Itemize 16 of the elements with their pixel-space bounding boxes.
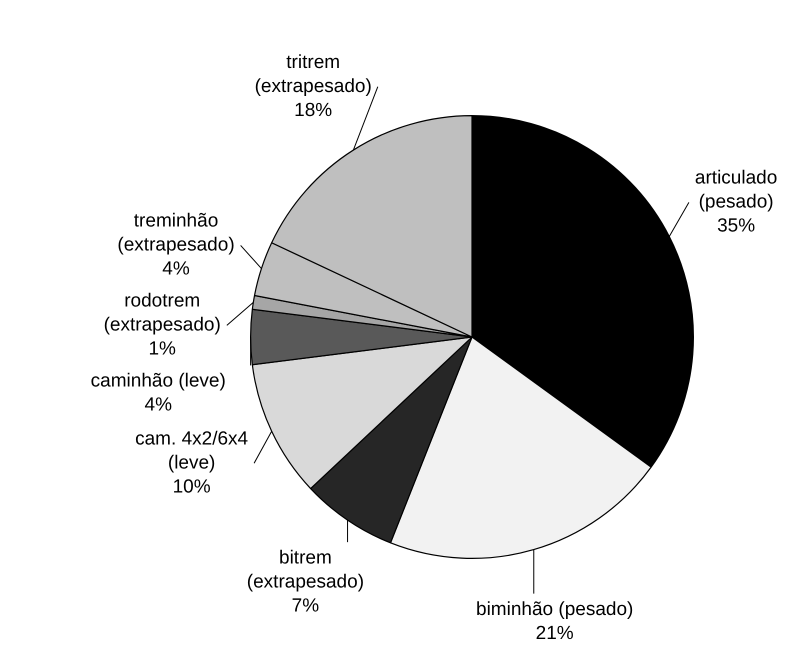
data-label: 18%	[294, 100, 332, 121]
data-label: 10%	[172, 476, 211, 498]
data-label: 21%	[536, 622, 574, 644]
data-label: 1%	[148, 338, 176, 360]
data-label: 35%	[717, 216, 756, 237]
slice-label: treminhão (extrapesado)	[117, 210, 235, 256]
slice-label: bitrem (extrapesado)	[246, 547, 364, 592]
slice-label: tritrem (extrapesado)	[254, 52, 372, 97]
data-label: 4%	[162, 258, 190, 280]
slice-label: rodotrem (extrapesado)	[104, 290, 221, 336]
slice-label: cam. 4x2/6x4 (leve)	[135, 428, 249, 474]
slice-label: caminhão (leve)	[90, 370, 226, 392]
slice-label: articulado (pesado)	[694, 168, 778, 213]
data-label: 7%	[292, 595, 320, 616]
slice-label: biminhão (pesado)	[476, 598, 634, 620]
data-label: 4%	[144, 394, 172, 416]
